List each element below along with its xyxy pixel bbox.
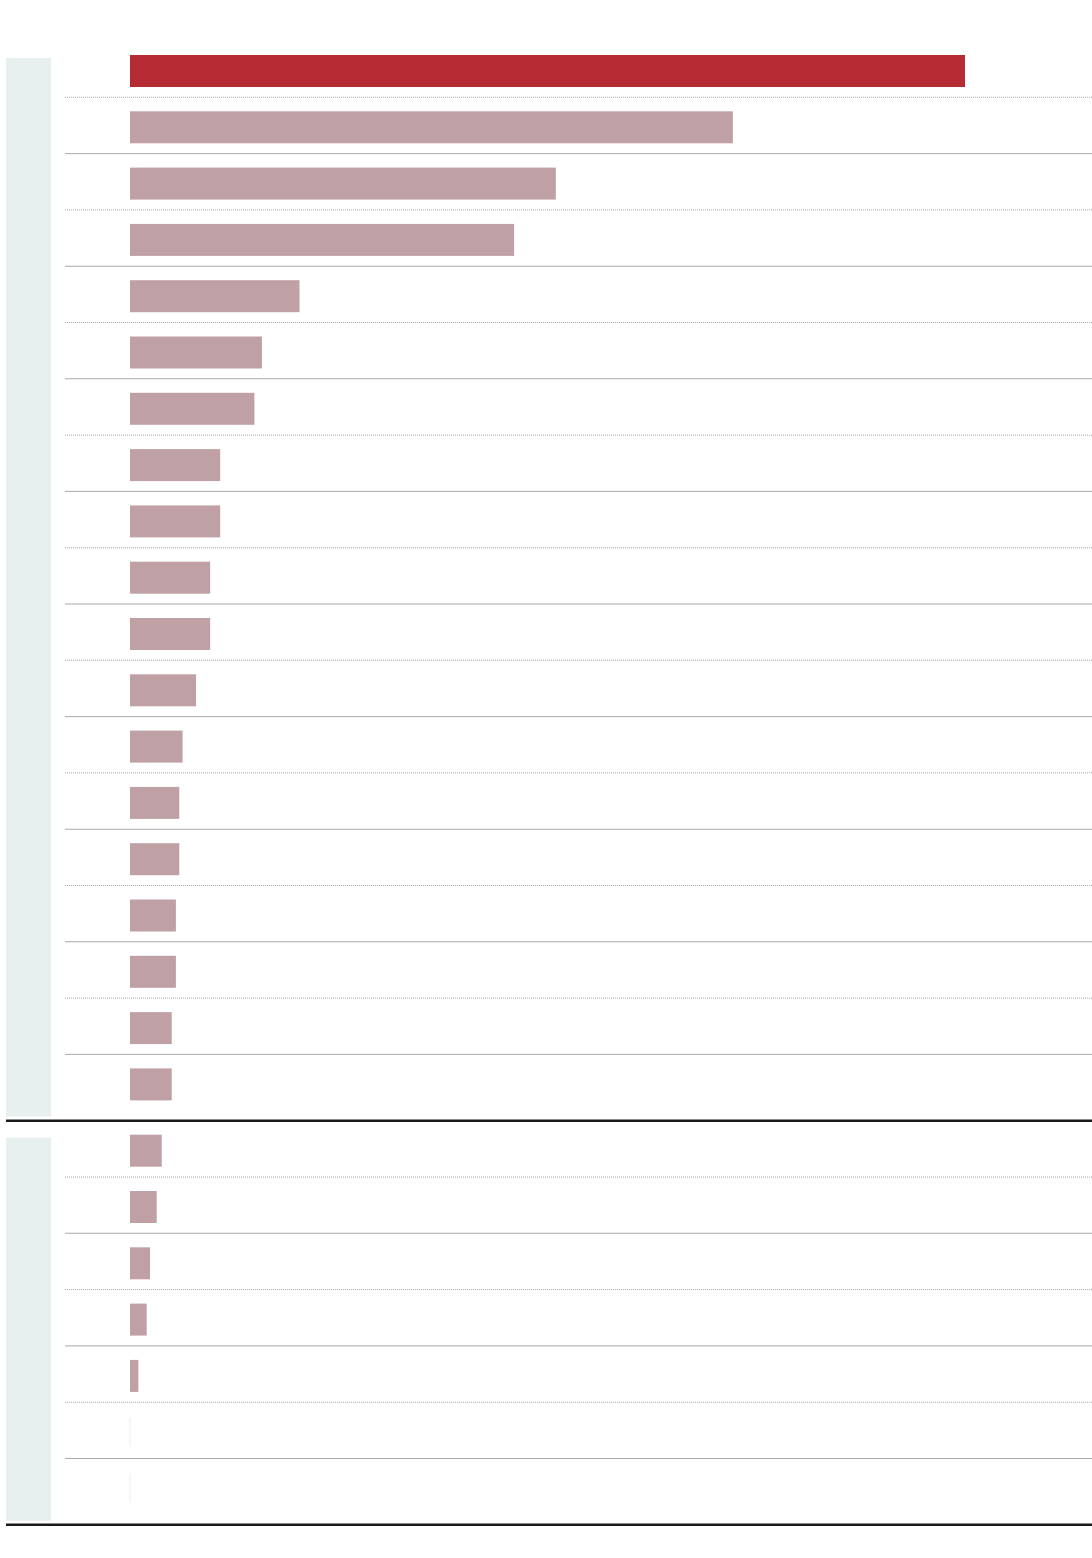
bar (130, 730, 183, 763)
bar (130, 1191, 157, 1223)
bar (130, 786, 180, 819)
bar (130, 167, 556, 200)
bar (130, 1359, 139, 1392)
bar (130, 392, 255, 425)
bar (130, 674, 196, 707)
group-band-1 (6, 58, 51, 1117)
bar (130, 1012, 172, 1045)
bar (130, 336, 262, 369)
bar-highlighted (130, 55, 965, 87)
bar (130, 1068, 172, 1101)
bar (130, 223, 515, 256)
bar (130, 1247, 151, 1280)
bar (130, 955, 176, 988)
bar (130, 505, 221, 538)
bar (130, 618, 211, 650)
group-band-2 (6, 1137, 51, 1521)
bar (130, 561, 211, 594)
bar (130, 843, 180, 876)
bar (130, 1134, 162, 1167)
bar (130, 449, 221, 482)
bar (130, 899, 176, 932)
bar (130, 111, 733, 144)
bar (130, 1303, 147, 1336)
bar (130, 280, 300, 313)
